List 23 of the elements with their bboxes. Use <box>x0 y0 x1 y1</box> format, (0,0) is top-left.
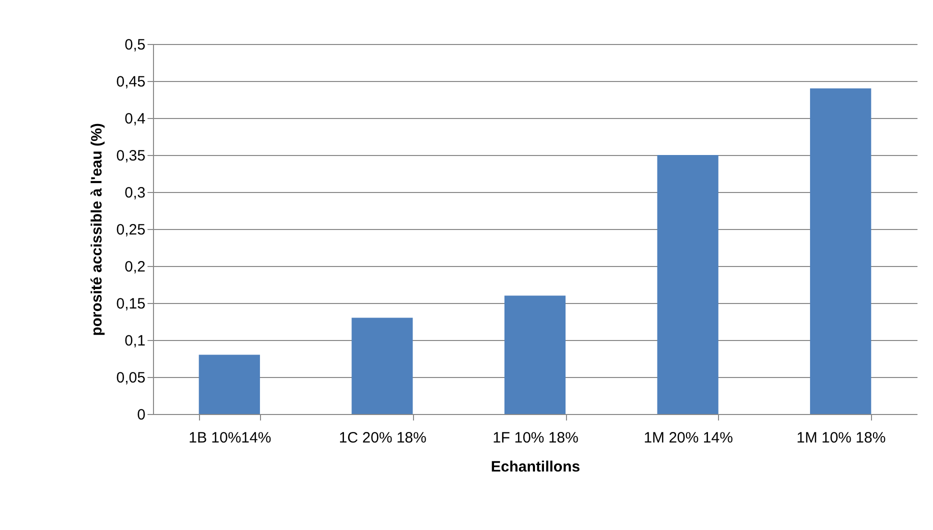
x-tick-label: 1M 20% 14% <box>644 430 733 446</box>
y-tick-label: 0,3 <box>124 184 146 202</box>
y-tick-label: 0,1 <box>124 332 146 350</box>
bar <box>198 354 260 414</box>
y-tick-label: 0,25 <box>116 222 146 238</box>
y-tick-label: 0,5 <box>124 36 146 54</box>
y-tick-label: 0,05 <box>116 370 146 386</box>
bar <box>810 88 872 414</box>
x-tick-label: 1C 20% 18% <box>338 430 426 446</box>
y-axis-title: porosité accissible à l'eau (%) <box>88 123 106 336</box>
y-tick-label: 0,4 <box>124 110 146 128</box>
y-tick-label: 0,2 <box>124 258 146 276</box>
y-tick-label: 0,35 <box>116 148 146 164</box>
x-tick-label: 1F 10% 18% <box>492 430 578 446</box>
x-tick-label: 1B 10%14% <box>188 430 272 446</box>
bar <box>504 296 566 414</box>
y-tick-label: 0,15 <box>116 296 146 312</box>
x-axis-title: Echantillons <box>490 458 580 476</box>
y-tick-label: 0 <box>137 406 146 424</box>
y-tick-label: 0,45 <box>116 74 146 90</box>
x-tick-label: 1M 10% 18% <box>796 430 886 446</box>
bar <box>352 318 413 414</box>
bar <box>657 155 718 414</box>
